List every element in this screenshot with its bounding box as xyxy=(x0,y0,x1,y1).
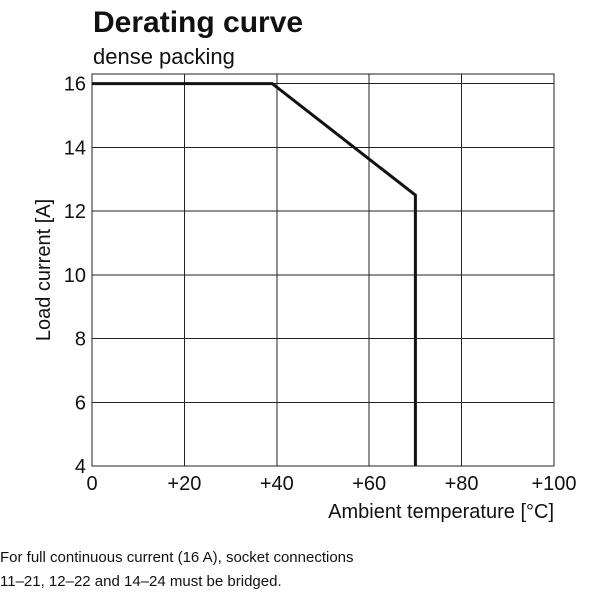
derating-curve-line xyxy=(92,82,417,466)
y-tick-label: 12 xyxy=(64,201,86,223)
chart-subtitle: dense packing xyxy=(93,44,235,69)
y-tick-label: 14 xyxy=(64,137,86,159)
y-tick-label: 8 xyxy=(75,329,86,351)
x-tick-label: +80 xyxy=(445,473,479,495)
y-tick-label: 10 xyxy=(64,265,86,287)
grid xyxy=(92,74,554,466)
note-line-1: For full continuous current (16 A), sock… xyxy=(0,549,354,566)
x-tick-label: 0 xyxy=(86,473,97,495)
x-tick-label: +40 xyxy=(260,473,294,495)
tick-labels: 0 +20 +40 +60 +80 +100 4 6 8 10 12 14 16 xyxy=(64,74,577,495)
y-tick-label: 16 xyxy=(64,74,86,96)
y-tick-label: 6 xyxy=(75,392,86,414)
x-tick-label: +60 xyxy=(352,473,386,495)
x-tick-label: +100 xyxy=(531,473,576,495)
note-line-2: 11–21, 12–22 and 14–24 must be bridged. xyxy=(0,573,282,590)
chart-title: Derating curve xyxy=(93,6,303,39)
y-axis-label: Load current [A] xyxy=(33,199,55,341)
series-layer xyxy=(92,82,417,466)
x-axis-label: Ambient temperature [°C] xyxy=(328,501,554,523)
y-tick-label: 4 xyxy=(75,456,86,478)
plot-frame xyxy=(91,73,555,467)
x-tick-label: +20 xyxy=(167,473,201,495)
